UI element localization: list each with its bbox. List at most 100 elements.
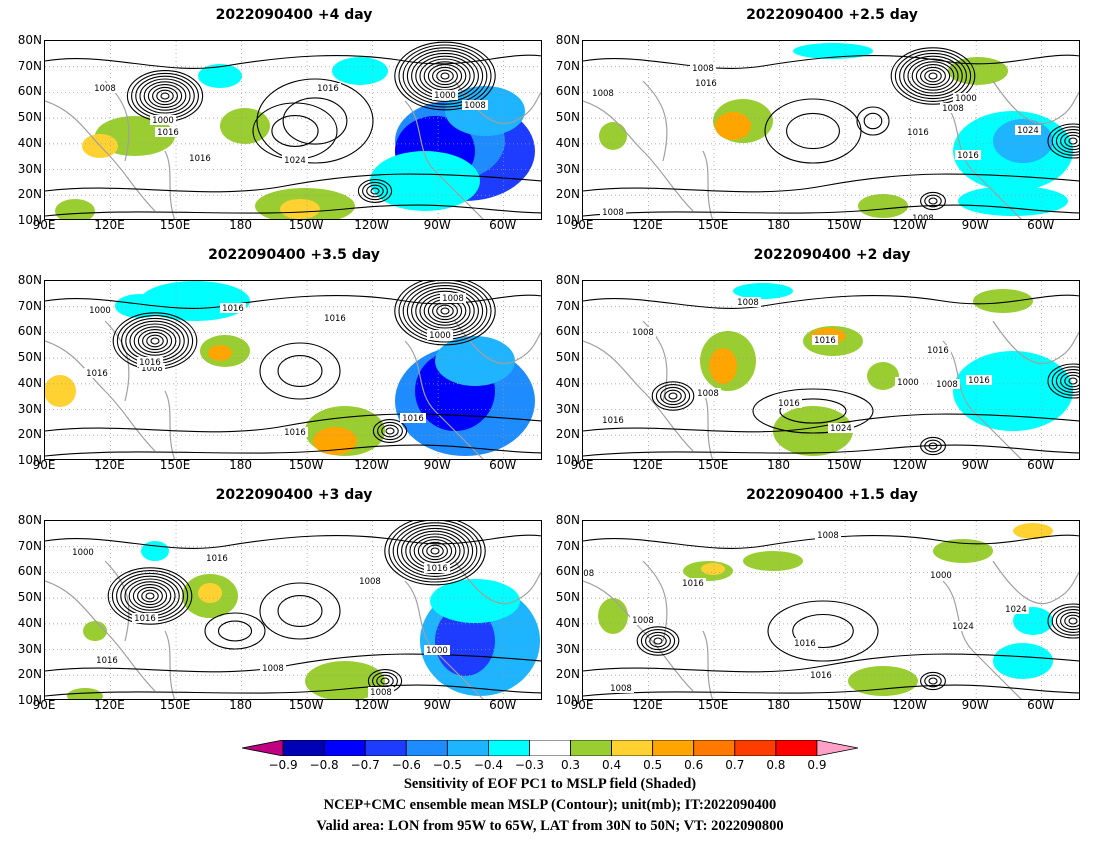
lat-tick-label: 60N (17, 564, 42, 579)
lon-tick-label: 90E (32, 218, 56, 232)
colorbar-segment (529, 740, 571, 756)
colorbar-tick-label: −0.7 (350, 758, 380, 772)
lon-tick-label: 120W (354, 218, 390, 232)
colorbar-tick-label: −0.3 (514, 758, 545, 772)
colorbar-tick-label: −0.4 (473, 758, 503, 772)
lat-tick-label: 30N (555, 161, 580, 176)
lon-tick-label: 150W (826, 218, 862, 232)
lon-tick-label: 150W (826, 458, 862, 472)
contour-label: 1000 (152, 116, 174, 126)
contour-label: 1008 (912, 214, 934, 220)
lat-tick-label: 80N (17, 273, 42, 287)
lon-tick-label: 150E (159, 458, 191, 472)
lon-tick-label: 90E (32, 458, 56, 472)
colorbar-tick-label: 0.5 (643, 758, 663, 772)
contour-label: 1016 (324, 314, 346, 324)
lon-tick-label: 90W (423, 698, 451, 712)
lon-tick-label: 150W (288, 698, 324, 712)
colorbar-segment (611, 740, 654, 756)
lat-tick-label: 80N (17, 513, 42, 527)
lat-tick-label: 20N (17, 667, 42, 682)
lon-tick-label: 90E (32, 698, 56, 712)
lon-tick-label: 120W (892, 458, 928, 472)
lat-tick-label: 80N (555, 33, 580, 47)
contour-label: 1016 (96, 656, 118, 666)
coastline (45, 320, 541, 459)
lat-tick-label: 70N (555, 538, 580, 553)
lat-tick-label: 40N (17, 135, 42, 150)
colorbar-tick-label: 0.7 (725, 758, 745, 772)
lon-tick-label: 120E (632, 218, 663, 232)
colorbar-segment (734, 740, 777, 756)
lon-tick-label: 90W (961, 458, 989, 472)
panel-title-1: 2022090400 +4 day (215, 7, 373, 23)
lat-tick-label: 30N (555, 641, 580, 656)
lat-tick-label: 60N (17, 84, 42, 99)
lon-tick-label: 120W (354, 698, 390, 712)
lon-tick-label: 90E (570, 698, 594, 712)
lon-tick-label: 180 (767, 458, 791, 472)
lon-tick-label: 180 (229, 458, 253, 472)
lat-tick-label: 40N (555, 375, 580, 390)
contour-label: 1016 (426, 564, 448, 574)
map-panel-1: 1008 1000 1016 1016 1024 1016 1000 1008 (44, 40, 542, 220)
lon-tick-label: 90E (570, 458, 594, 472)
colorbar (242, 740, 858, 756)
lon-tick-label: 60W (1027, 218, 1055, 232)
contour-label: 1008 (632, 328, 654, 338)
contour-label: 1016 (317, 84, 339, 94)
colorbar-tick-label: 0.3 (560, 758, 581, 772)
map-panel-3: 1000 1016 1016 1008 1016 1000 1008 1016 1016 1016 (44, 280, 542, 460)
panel-title-2: 2022090400 +2.5 day (746, 7, 918, 23)
lat-tick-label: 60N (17, 324, 42, 339)
lat-tick-label: 30N (17, 161, 42, 176)
lon-tick-label: 180 (229, 218, 253, 232)
contour-label: 1000 (89, 306, 111, 316)
lon-tick-label: 90W (961, 698, 989, 712)
lat-tick-label: 50N (17, 110, 42, 125)
contour-label: 1016 (139, 358, 161, 368)
lon-tick-label: 120E (632, 698, 663, 712)
sensitivity-shading (198, 583, 222, 603)
sensitivity-shading (208, 345, 232, 361)
lat-tick-label: 30N (17, 401, 42, 416)
contour-label: 1008 (737, 298, 759, 308)
lat-tick-label: 50N (17, 590, 42, 605)
contour-label: 1008 (692, 64, 714, 74)
lon-tick-label: 90W (961, 218, 989, 232)
colorbar-segment (775, 740, 818, 756)
lon-tick-label: 90W (423, 218, 451, 232)
sensitivity-shading (973, 289, 1033, 313)
sensitivity-shading (435, 336, 515, 386)
contour-label: 1016 (134, 614, 156, 624)
lat-tick-label: 70N (17, 298, 42, 313)
sensitivity-shading (733, 283, 793, 299)
lon-tick-label: 150E (159, 698, 191, 712)
contour-label: 1016 (695, 79, 717, 89)
contour-label: 1008 (942, 104, 964, 114)
panel-title-6: 2022090400 +1.5 day (746, 487, 918, 503)
lat-tick-label: 20N (555, 667, 580, 682)
contour-label: 1024 (830, 424, 852, 434)
map-panel-2: 1008 1008 1016 1000 1008 1016 1024 1016 1008 1008 (582, 40, 1080, 220)
lat-tick-label: 50N (555, 350, 580, 365)
caption-line-2: NCEP+CMC ensemble mean MSLP (Contour); u… (323, 797, 777, 813)
caption-line-1: Sensitivity of EOF PC1 to MSLP field (Sh… (403, 776, 697, 792)
map-canvas: 1008 008 1016 1000 1024 1016 1024 1008 1016 1008 (583, 521, 1079, 699)
lon-tick-label: 150W (288, 458, 324, 472)
lon-tick-label: 120E (632, 458, 663, 472)
contour-label: 1008 (464, 101, 486, 111)
sensitivity-shading (958, 186, 1068, 216)
sensitivity-shading (280, 199, 320, 219)
sensitivity-shading (773, 406, 853, 456)
lon-tick-label: 90E (570, 218, 594, 232)
contour-label: 1000 (897, 378, 919, 388)
contour-label: 1024 (952, 622, 974, 632)
lon-tick-label: 150E (697, 218, 729, 232)
contour-label: 1024 (1005, 605, 1027, 615)
sensitivity-shading (848, 666, 918, 696)
contour-label: 1016 (957, 151, 979, 161)
lat-tick-label: 10N (17, 693, 42, 707)
contour-label: 1016 (814, 336, 836, 346)
lat-tick-label: 40N (555, 135, 580, 150)
